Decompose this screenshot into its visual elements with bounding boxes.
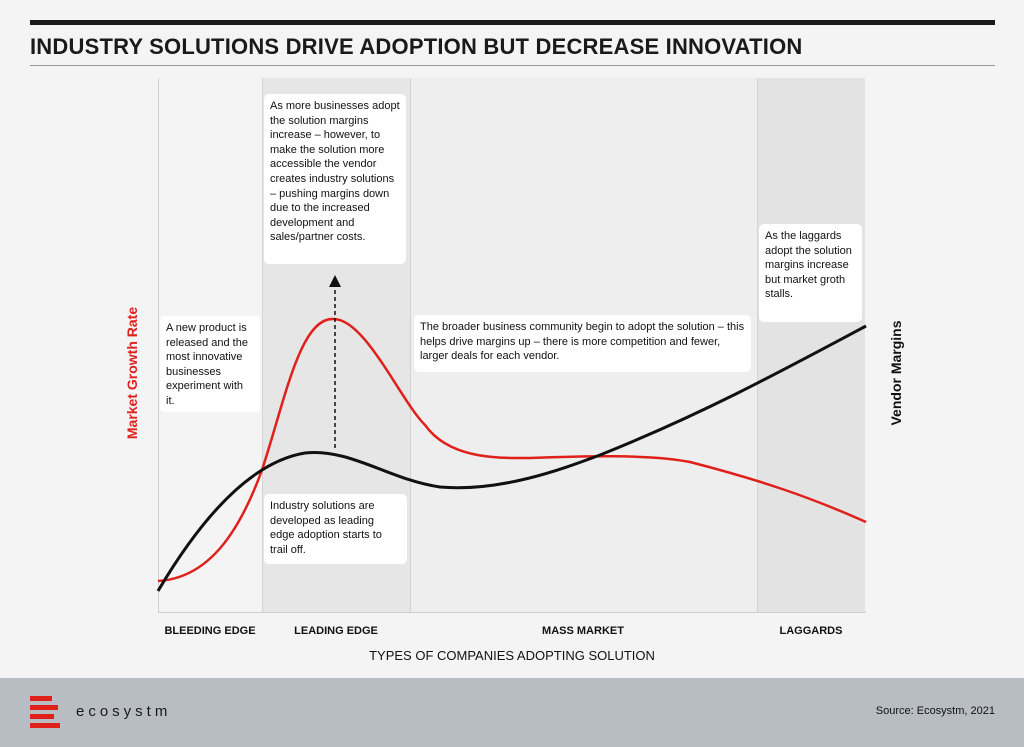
y-axis-left-label: Market Growth Rate — [124, 306, 140, 440]
band-label-laggards: LAGGARDS — [779, 625, 843, 637]
y-axis-right-label: Vendor Margins — [888, 320, 904, 426]
arrow-head-icon — [329, 275, 341, 287]
note-mass-market: The broader business community begin to … — [414, 315, 751, 372]
vendor-margins-curve — [156, 324, 867, 592]
note-bleeding-edge: A new product is released and the most i… — [160, 316, 260, 412]
top-rule — [30, 20, 995, 25]
x-axis-line — [158, 612, 866, 613]
ecosystm-logo-icon — [30, 696, 60, 728]
source-credit: Source: Ecosystm, 2021 — [875, 705, 995, 717]
y-axis-line — [158, 78, 159, 613]
note-laggards: As the laggards adopt the solution margi… — [759, 224, 862, 322]
band-separator — [410, 78, 411, 613]
title-divider — [30, 65, 995, 66]
band-separator — [262, 78, 263, 613]
note-leading-edge-bottom: Industry solutions are developed as lead… — [264, 494, 407, 564]
note-leading-edge-top: As more businesses adopt the solution ma… — [264, 94, 406, 264]
brand-name: ecosystm — [76, 703, 172, 720]
x-axis-title: TYPES OF COMPANIES ADOPTING SOLUTION — [369, 648, 655, 663]
footer-bar: ecosystm Source: Ecosystm, 2021 — [0, 678, 1024, 747]
band-label-leading-edge: LEADING EDGE — [294, 625, 378, 637]
band-separator — [757, 78, 758, 613]
band-label-mass-market: MASS MARKET — [542, 625, 624, 637]
band-label-bleeding-edge: BLEEDING EDGE — [164, 625, 256, 637]
page-title: INDUSTRY SOLUTIONS DRIVE ADOPTION BUT DE… — [30, 34, 803, 59]
band-laggards — [757, 78, 865, 613]
